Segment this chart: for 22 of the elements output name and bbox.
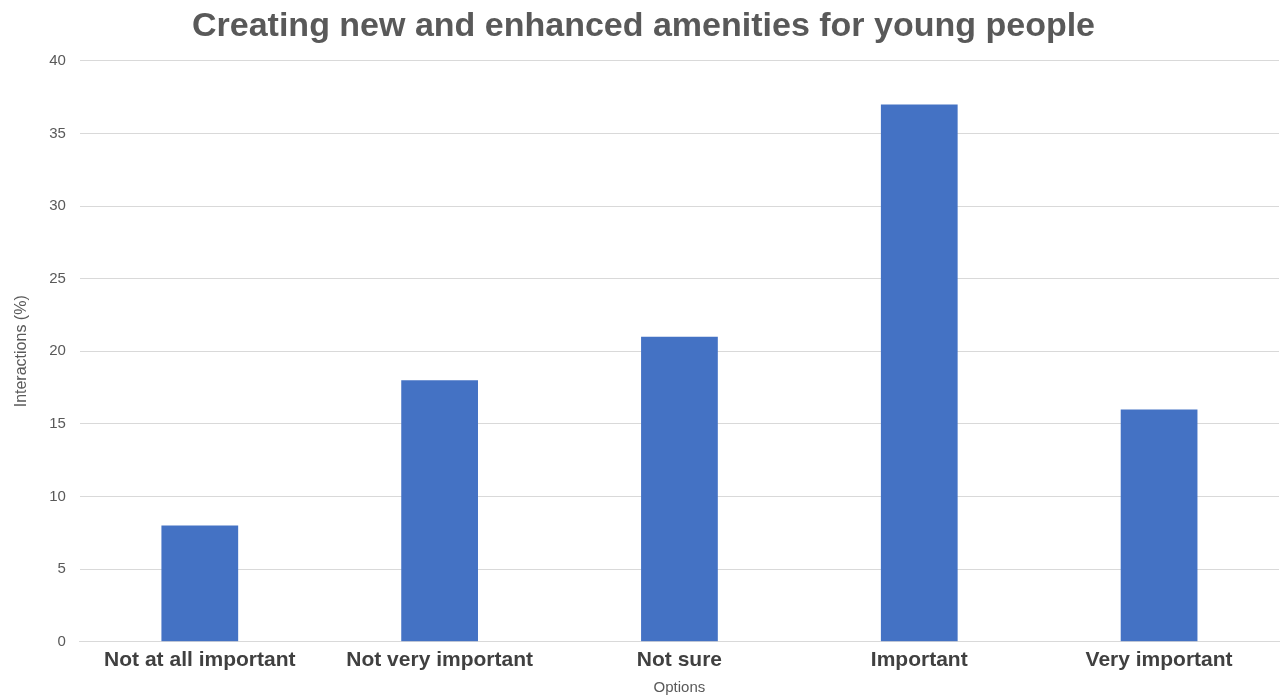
y-tick-label: 5 [57, 559, 66, 577]
x-tick-label: Not at all important [104, 647, 296, 671]
y-tick-label: 15 [49, 414, 66, 432]
y-axis-title: Interactions (%) [12, 295, 30, 408]
x-tick-label: Not sure [636, 647, 723, 671]
y-tick-label: 0 [57, 631, 66, 649]
x-tick-label: Important [870, 647, 968, 671]
bar [641, 336, 718, 642]
bar [161, 525, 239, 642]
y-tick-label: 40 [49, 50, 66, 68]
y-tick-label: 20 [49, 341, 66, 359]
bar [1120, 409, 1198, 642]
y-tick-label: 35 [49, 123, 66, 141]
y-tick-label: 25 [49, 268, 66, 286]
chart-title: Creating new and enhanced amenities for young people [191, 4, 1096, 43]
x-axis-title: Options [653, 678, 706, 696]
x-tick-label: Not very important [346, 647, 533, 671]
y-tick-label: 30 [49, 196, 66, 214]
y-tick-label: 10 [49, 486, 66, 504]
bar [401, 380, 478, 642]
bar [880, 104, 958, 642]
x-tick-label: Very important [1085, 647, 1233, 671]
